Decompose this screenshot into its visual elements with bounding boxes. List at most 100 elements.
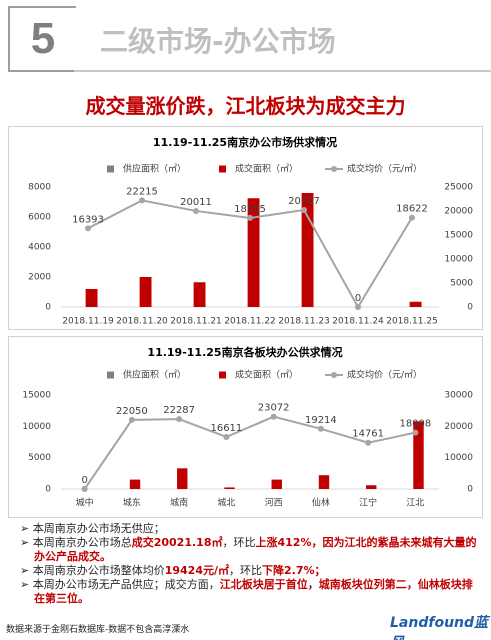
- x-tick-label: 城南: [170, 497, 188, 509]
- y2-tick-label: 0: [467, 303, 473, 313]
- y2-tick-label: 25000: [444, 183, 473, 193]
- chart: 11.19-11.25南京办公市场供求情况 0 2000 4000 6000 8000 0 5…: [8, 126, 483, 330]
- y2-tick-label: 20000: [444, 422, 473, 432]
- x-tick-label: 2018.11.24: [332, 317, 384, 327]
- y2-tick-label: 5000: [450, 279, 473, 289]
- y-tick-label: 0: [45, 303, 51, 313]
- point: [365, 439, 372, 446]
- bar: [129, 479, 141, 489]
- legend-label: 成交面积（㎡）: [235, 369, 298, 381]
- data-label: 0: [81, 475, 87, 486]
- bullet-text: 下降2.7%；: [262, 564, 326, 577]
- x-tick-label: 城中: [76, 497, 94, 509]
- data-label: 18008: [399, 419, 431, 430]
- data-label: 20207: [288, 196, 320, 207]
- header-rule: [74, 70, 491, 72]
- legend-swatch: [219, 371, 226, 379]
- point: [223, 433, 230, 440]
- bullet: ➢ 本周南京办公市场总成交20021.18㎡，环比上涨412%，因为江北的紫晶未…: [20, 536, 477, 563]
- data-label: 19214: [305, 415, 337, 426]
- x-tick-label: 2018.11.19: [62, 317, 114, 327]
- bar: [271, 479, 282, 489]
- x-tick-label: 2018.11.21: [170, 317, 222, 327]
- legend-swatch: [331, 166, 337, 172]
- x-tick-label: 江宁: [359, 497, 377, 509]
- point: [301, 207, 307, 214]
- data-label: 18555: [234, 204, 266, 215]
- legend-label: 成交均价（元/㎡）: [347, 163, 422, 175]
- section-number: 5: [8, 6, 76, 72]
- bullet: ➢ 本周南京办公市场整体均价19424元/㎡，环比下降2.7%；: [20, 564, 326, 577]
- y2-tick-label: 15000: [444, 231, 473, 241]
- y-tick-label: 5000: [28, 453, 51, 463]
- bar: [224, 487, 235, 489]
- chart-title: 11.19-11.25南京办公市场供求情况: [153, 135, 337, 149]
- x-tick-label: 城东: [123, 497, 141, 509]
- point: [81, 486, 88, 492]
- data-label: 18622: [396, 204, 428, 215]
- data-label: 14761: [352, 429, 384, 440]
- x-tick-label: 2018.11.20: [116, 317, 168, 327]
- bullet-text: 本周南京办公市场总: [32, 536, 132, 549]
- legend-swatch: [107, 371, 114, 379]
- bar: [177, 468, 188, 489]
- y-tick-label: 2000: [28, 273, 51, 283]
- point: [409, 214, 415, 221]
- y-tick-label: 8000: [28, 183, 51, 193]
- point: [193, 207, 199, 214]
- legend-label: 成交面积（㎡）: [235, 163, 298, 175]
- bar: [366, 485, 377, 489]
- data-label: 20011: [180, 197, 212, 208]
- bullet-list: ➢ 本周南京办公市场无供应； ➢ 本周南京办公市场总成交20021.18㎡，环比上…: [20, 522, 480, 606]
- point: [176, 416, 183, 423]
- x-tick-label: 仙林: [312, 497, 330, 509]
- legend-swatch: [219, 165, 226, 173]
- x-tick-label: 2018.11.23: [278, 317, 330, 327]
- data-label: 23072: [258, 403, 290, 414]
- y-tick-label: 15000: [22, 391, 51, 401]
- bullet-text: 成交20021.18㎡: [131, 536, 223, 549]
- point: [355, 304, 361, 310]
- bullet-text: 19424元/㎡: [164, 564, 230, 577]
- point: [128, 416, 135, 423]
- bullet-text: ，环比: [229, 564, 263, 577]
- bar: [301, 193, 314, 307]
- legend-swatch: [331, 372, 337, 378]
- y-tick-label: 6000: [28, 213, 51, 223]
- x-tick-label: 2018.11.25: [386, 317, 438, 327]
- data-label: 16611: [210, 423, 242, 434]
- bar: [193, 282, 206, 307]
- point: [412, 429, 419, 436]
- x-tick-label: 河西: [265, 497, 283, 509]
- headline: 成交量涨价跌，江北板块为成交主力: [85, 94, 406, 118]
- bullet: ➢ 本周办公市场无产品供应；成交方面，江北板块居于首位，城南板块位列第二，仙林板…: [20, 578, 473, 605]
- bullet-text: 本周南京办公市场无供应；: [32, 522, 165, 535]
- logo: Landfound蓝风: [390, 615, 489, 640]
- bullet: ➢ 本周南京办公市场无供应；: [20, 522, 165, 535]
- y-tick-label: 0: [45, 485, 51, 495]
- data-label: 22050: [116, 406, 148, 417]
- point: [85, 225, 91, 232]
- y2-tick-label: 0: [467, 485, 473, 495]
- section-title: 二级市场-办公市场: [100, 25, 336, 58]
- legend-label: 供应面积（㎡）: [123, 369, 186, 381]
- legend-label: 供应面积（㎡）: [123, 163, 186, 175]
- point: [270, 413, 277, 420]
- bullet-text: ，环比: [222, 536, 256, 549]
- data-label: 0: [355, 293, 361, 304]
- bar: [413, 421, 424, 489]
- point: [139, 197, 145, 204]
- bullet-text: 江北板块居于首位，城南板块位列第二，仙林板块排在第三位。: [34, 578, 473, 605]
- bar: [318, 475, 330, 489]
- y-tick-label: 4000: [28, 243, 51, 253]
- chart-title: 11.19-11.25南京各板块办公供求情况: [147, 345, 342, 359]
- bullet-text: 本周办公市场无产品供应；成交方面，: [32, 578, 220, 591]
- data-label: 22215: [126, 186, 158, 197]
- bar: [85, 289, 98, 307]
- x-tick-label: 江北: [406, 498, 424, 509]
- y2-tick-label: 30000: [444, 391, 473, 401]
- data-label: 16393: [72, 214, 104, 225]
- x-tick-label: 2018.11.22: [224, 317, 276, 327]
- line: [83, 415, 416, 490]
